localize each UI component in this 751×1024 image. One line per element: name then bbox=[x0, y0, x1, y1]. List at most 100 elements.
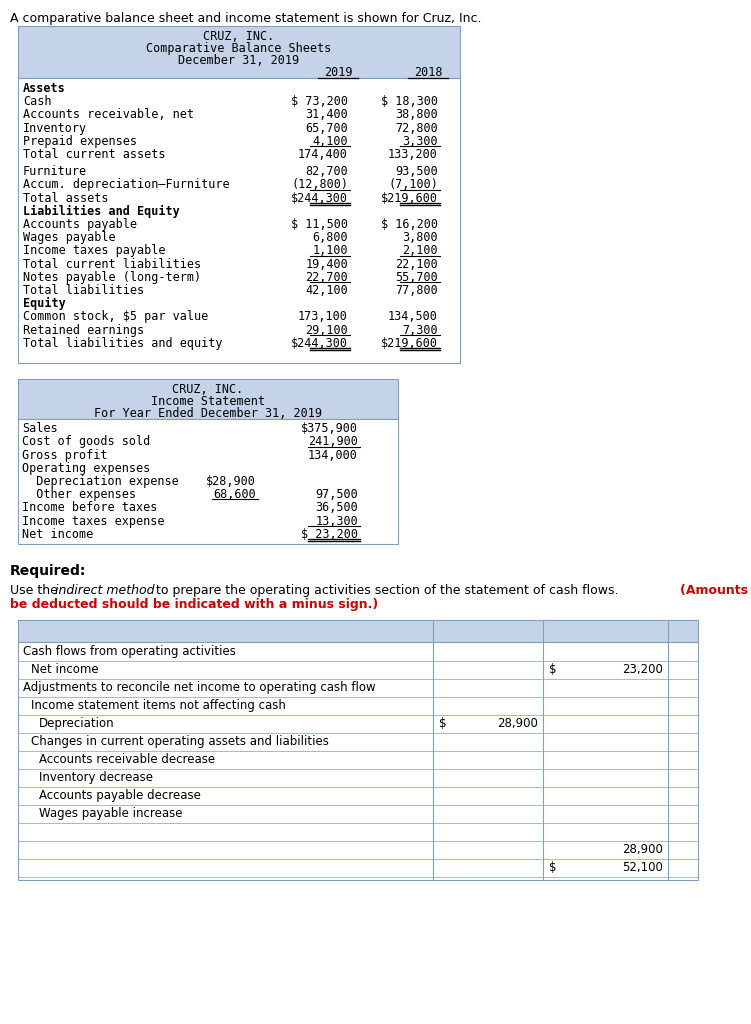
Text: Changes in current operating assets and liabilities: Changes in current operating assets and … bbox=[31, 735, 329, 748]
Text: Gross profit: Gross profit bbox=[22, 449, 107, 462]
Text: Common stock, $5 par value: Common stock, $5 par value bbox=[23, 310, 208, 324]
Text: 36,500: 36,500 bbox=[315, 502, 358, 514]
Text: Income statement items not affecting cash: Income statement items not affecting cas… bbox=[31, 699, 286, 712]
Text: A comparative balance sheet and income statement is shown for Cruz, Inc.: A comparative balance sheet and income s… bbox=[10, 12, 481, 25]
Text: 42,100: 42,100 bbox=[305, 284, 348, 297]
Text: Adjustments to reconcile net income to operating cash flow: Adjustments to reconcile net income to o… bbox=[23, 681, 376, 694]
Text: Accounts payable: Accounts payable bbox=[23, 218, 137, 231]
Text: Net income: Net income bbox=[22, 527, 93, 541]
Text: 28,900: 28,900 bbox=[497, 717, 538, 730]
Text: Total liabilities and equity: Total liabilities and equity bbox=[23, 337, 222, 350]
Text: 174,400: 174,400 bbox=[298, 148, 348, 161]
Text: 3,800: 3,800 bbox=[403, 231, 438, 244]
Text: 23,200: 23,200 bbox=[622, 663, 663, 676]
Text: 133,200: 133,200 bbox=[388, 148, 438, 161]
Text: Accounts receivable decrease: Accounts receivable decrease bbox=[39, 753, 215, 766]
Text: Accounts payable decrease: Accounts payable decrease bbox=[39, 790, 201, 802]
Text: Accounts receivable, net: Accounts receivable, net bbox=[23, 109, 194, 122]
Text: Cash flows from operating activities: Cash flows from operating activities bbox=[23, 645, 236, 658]
Text: 241,900: 241,900 bbox=[308, 435, 358, 449]
Text: $ 16,200: $ 16,200 bbox=[381, 218, 438, 231]
Text: 82,700: 82,700 bbox=[305, 165, 348, 178]
Text: Net income: Net income bbox=[31, 663, 98, 676]
Text: For Year Ended December 31, 2019: For Year Ended December 31, 2019 bbox=[94, 408, 322, 420]
Text: CRUZ, INC.: CRUZ, INC. bbox=[204, 30, 275, 43]
Text: 38,800: 38,800 bbox=[395, 109, 438, 122]
Text: 31,400: 31,400 bbox=[305, 109, 348, 122]
Text: 1,100: 1,100 bbox=[312, 245, 348, 257]
Text: Depreciation expense: Depreciation expense bbox=[22, 475, 179, 488]
Text: 68,600: 68,600 bbox=[213, 488, 256, 501]
Text: $375,900: $375,900 bbox=[301, 422, 358, 435]
Text: Income taxes payable: Income taxes payable bbox=[23, 245, 165, 257]
Text: Wages payable: Wages payable bbox=[23, 231, 116, 244]
Text: $ 23,200: $ 23,200 bbox=[301, 527, 358, 541]
Text: Total current liabilities: Total current liabilities bbox=[23, 258, 201, 270]
Text: $244,300: $244,300 bbox=[291, 191, 348, 205]
Text: 93,500: 93,500 bbox=[395, 165, 438, 178]
Text: 29,100: 29,100 bbox=[305, 324, 348, 337]
Text: Use the: Use the bbox=[10, 584, 62, 597]
Bar bbox=[18, 26, 460, 78]
Text: be deducted should be indicated with a minus sign.): be deducted should be indicated with a m… bbox=[10, 598, 379, 611]
Text: Wages payable increase: Wages payable increase bbox=[39, 807, 182, 820]
Text: to prepare the operating activities section of the statement of cash flows.: to prepare the operating activities sect… bbox=[152, 584, 623, 597]
Text: Income taxes expense: Income taxes expense bbox=[22, 515, 164, 527]
Bar bbox=[18, 642, 698, 880]
Text: 22,700: 22,700 bbox=[305, 270, 348, 284]
Text: 65,700: 65,700 bbox=[305, 122, 348, 134]
Text: Comparative Balance Sheets: Comparative Balance Sheets bbox=[146, 42, 332, 55]
Bar bbox=[18, 379, 398, 419]
Bar bbox=[18, 620, 698, 642]
Text: 22,100: 22,100 bbox=[395, 258, 438, 270]
Text: Total liabilities: Total liabilities bbox=[23, 284, 144, 297]
Text: 72,800: 72,800 bbox=[395, 122, 438, 134]
Text: Depreciation: Depreciation bbox=[39, 717, 115, 730]
Text: $: $ bbox=[439, 717, 447, 730]
Text: (12,800): (12,800) bbox=[291, 178, 348, 191]
Text: 13,300: 13,300 bbox=[315, 515, 358, 527]
Text: Required:: Required: bbox=[10, 564, 86, 578]
Text: $219,600: $219,600 bbox=[381, 337, 438, 350]
Text: 55,700: 55,700 bbox=[395, 270, 438, 284]
Text: $: $ bbox=[549, 663, 556, 676]
Text: 134,000: 134,000 bbox=[308, 449, 358, 462]
Text: $244,300: $244,300 bbox=[291, 337, 348, 350]
Text: 2019: 2019 bbox=[324, 66, 352, 79]
Text: (Amounts to: (Amounts to bbox=[680, 584, 751, 597]
Text: December 31, 2019: December 31, 2019 bbox=[179, 54, 300, 67]
Text: Other expenses: Other expenses bbox=[22, 488, 136, 501]
Bar bbox=[18, 419, 398, 544]
Text: 134,500: 134,500 bbox=[388, 310, 438, 324]
Text: $219,600: $219,600 bbox=[381, 191, 438, 205]
Text: Notes payable (long-term): Notes payable (long-term) bbox=[23, 270, 201, 284]
Text: Accum. depreciation–Furniture: Accum. depreciation–Furniture bbox=[23, 178, 230, 191]
Text: $: $ bbox=[549, 861, 556, 874]
Text: $ 73,200: $ 73,200 bbox=[291, 95, 348, 109]
Text: Operating expenses: Operating expenses bbox=[22, 462, 150, 475]
Text: 4,100: 4,100 bbox=[312, 135, 348, 147]
Text: Cost of goods sold: Cost of goods sold bbox=[22, 435, 150, 449]
Text: 97,500: 97,500 bbox=[315, 488, 358, 501]
Text: Cash: Cash bbox=[23, 95, 52, 109]
Text: Liabilities and Equity: Liabilities and Equity bbox=[23, 205, 179, 218]
Text: Income Statement: Income Statement bbox=[151, 395, 265, 409]
Text: 2018: 2018 bbox=[414, 66, 442, 79]
Text: Total current assets: Total current assets bbox=[23, 148, 165, 161]
Text: 173,100: 173,100 bbox=[298, 310, 348, 324]
Text: Sales: Sales bbox=[22, 422, 58, 435]
Text: (7,100): (7,100) bbox=[388, 178, 438, 191]
Text: 6,800: 6,800 bbox=[312, 231, 348, 244]
Text: 2,100: 2,100 bbox=[403, 245, 438, 257]
Text: $ 11,500: $ 11,500 bbox=[291, 218, 348, 231]
Text: Inventory: Inventory bbox=[23, 122, 87, 134]
Text: Total assets: Total assets bbox=[23, 191, 108, 205]
Text: Equity: Equity bbox=[23, 297, 66, 310]
Text: $28,900: $28,900 bbox=[206, 475, 256, 488]
Text: Prepaid expenses: Prepaid expenses bbox=[23, 135, 137, 147]
Text: 52,100: 52,100 bbox=[622, 861, 663, 874]
Text: Assets: Assets bbox=[23, 82, 66, 95]
Text: 3,300: 3,300 bbox=[403, 135, 438, 147]
Text: 19,400: 19,400 bbox=[305, 258, 348, 270]
Bar bbox=[18, 78, 460, 364]
